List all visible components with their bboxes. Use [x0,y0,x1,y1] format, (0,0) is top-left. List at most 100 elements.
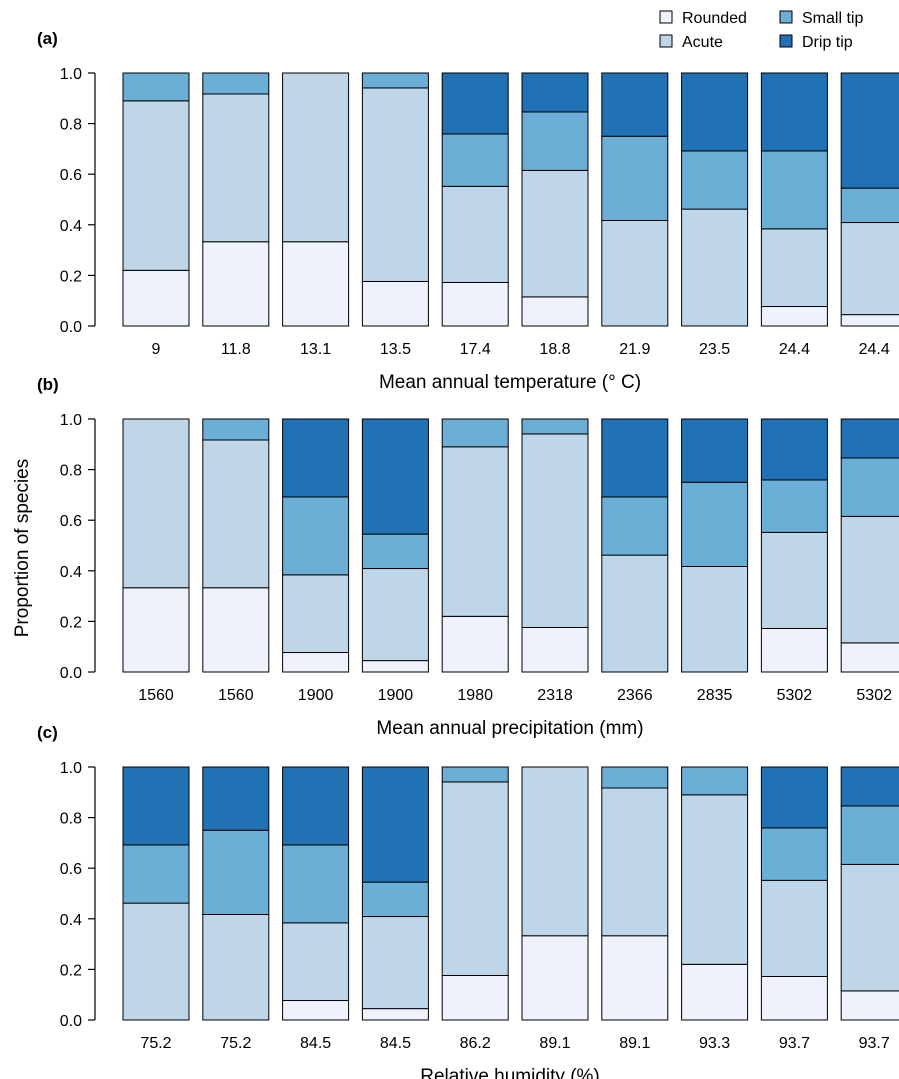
bar-segment-acute [202,913,270,1021]
x-tick-label: 1980 [457,687,493,704]
x-tick-label: 93.3 [699,1035,730,1052]
x-tick-label: 1560 [218,687,254,704]
bar-segment-rounded [282,652,350,673]
bar-segment-drip-tip [282,766,350,846]
y-tick-label: 0.6 [60,513,82,530]
panel-1: (a) 0.0 0.2 0.4 0.6 0.8 1.0 9 11.8 13.1 13.5 17.4 18… [37,29,899,393]
bar-segment-drip-tip [122,766,190,846]
bar-segment-small-tip [601,135,669,221]
bar-segment-acute [601,554,669,673]
bar-segment-small-tip [601,496,669,556]
x-axis-title: Mean annual temperature (° C) [379,372,641,393]
legend-swatch-rounded [659,10,673,24]
bar-segment-drip-tip [282,418,350,498]
legend-label-rounded: Rounded [682,10,747,27]
bar-segment-acute [361,916,429,1010]
bar-segment-rounded [441,974,509,1021]
x-tick-label: 1900 [298,687,334,704]
bar-segment-rounded [760,306,828,327]
x-tick-label: 24.4 [779,341,810,358]
bar-segment-small-tip [681,150,749,210]
y-tick-label: 0.2 [60,962,82,979]
x-tick-label: 93.7 [779,1035,810,1052]
bar-segment-rounded [840,990,899,1021]
y-tick-label: 0.6 [60,861,82,878]
bar-segment-rounded [521,626,589,673]
bar-segment-acute [681,565,749,673]
bar-segment-drip-tip [840,766,899,807]
bar-segment-rounded [361,1008,429,1021]
y-axis-title: Proportion of species [12,459,33,638]
bar-segment-rounded [441,615,509,673]
bar-segment-small-tip [760,150,828,230]
bar-segment-drip-tip [760,72,828,152]
x-tick-label: 5302 [777,687,813,704]
bar-segment-acute [601,219,669,327]
bar-segment-rounded [361,660,429,673]
bar-segment-rounded [521,935,589,1021]
x-tick-label: 75.2 [220,1035,251,1052]
bar-segment-rounded [202,241,270,327]
bar-segment-acute [202,439,270,589]
bar-segment-drip-tip [361,766,429,883]
bar-segment-drip-tip [521,72,589,113]
legend-swatch-small-tip [779,10,793,24]
bar-segment-small-tip [202,418,270,441]
x-tick-label: 24.4 [859,341,890,358]
bar-segment-acute [760,531,828,629]
y-tick-label: 0.6 [60,167,82,184]
bar-segment-small-tip [521,111,589,171]
x-tick-label: 23.5 [699,341,730,358]
bar-segment-rounded [840,314,899,327]
bar-segment-rounded [601,935,669,1021]
bar-segment-drip-tip [601,418,669,498]
bar-segment-drip-tip [202,766,270,831]
bar-segment-drip-tip [840,418,899,459]
x-tick-label: 11.8 [221,341,251,358]
y-tick-label: 0.0 [60,665,82,682]
x-tick-label: 93.7 [859,1035,890,1052]
x-tick-label: 2835 [697,687,733,704]
panel-label: (b) [37,375,59,394]
y-tick-label: 1.0 [60,66,82,83]
bar-segment-acute [521,433,589,628]
x-tick-label: 13.5 [380,341,411,358]
x-tick-label: 13.1 [300,341,331,358]
bar-segment-acute [760,228,828,308]
x-tick-label: 2318 [537,687,573,704]
x-tick-label: 89.1 [539,1035,570,1052]
legend-label-acute: Acute [682,34,723,51]
bar-segment-rounded [441,281,509,327]
bar-segment-acute [361,87,429,282]
bar-segment-rounded [760,975,828,1021]
y-tick-label: 0.8 [60,811,82,828]
bar-segment-drip-tip [601,72,669,137]
bar-segment-acute [521,766,589,937]
bar-segment-small-tip [122,72,190,102]
bar-segment-acute [681,794,749,965]
bar-segment-drip-tip [441,72,509,135]
bar-segment-acute [122,902,190,1021]
bar-segment-drip-tip [681,72,749,152]
x-tick-label: 84.5 [380,1035,411,1052]
bar-segment-acute [282,574,350,654]
bar-segment-small-tip [282,496,350,576]
bar-segment-rounded [122,269,190,327]
legend-label-small-tip: Small tip [802,10,863,27]
bar-segment-small-tip [840,457,899,517]
x-tick-label: 5302 [856,687,892,704]
bar-segment-small-tip [840,805,899,865]
x-tick-label: 21.9 [619,341,650,358]
bar-segment-acute [441,781,509,976]
y-tick-label: 0.4 [60,564,82,581]
y-tick-label: 0.8 [60,117,82,134]
bar-segment-acute [282,922,350,1002]
bar-segment-small-tip [601,766,669,789]
bar-segment-small-tip [441,766,509,783]
bar-segment-acute [840,222,899,316]
bar-segment-small-tip [681,766,749,796]
bar-segment-rounded [521,296,589,327]
x-tick-label: 1900 [378,687,414,704]
bar-segment-rounded [361,280,429,327]
